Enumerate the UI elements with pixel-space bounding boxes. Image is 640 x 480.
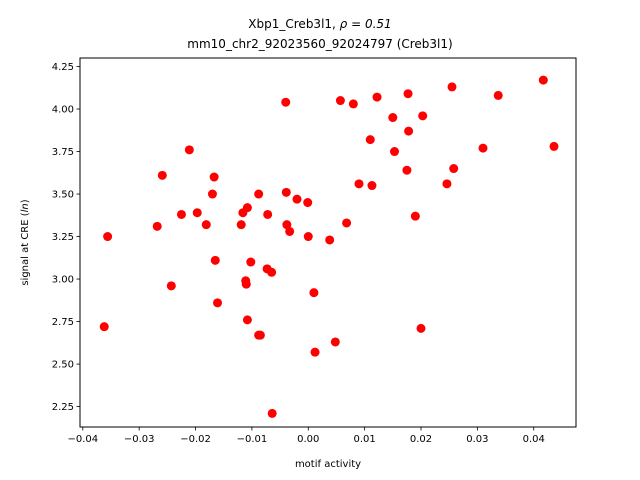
x-tick-label: 0.04	[523, 434, 545, 445]
data-point	[410, 211, 420, 221]
data-point	[447, 82, 457, 92]
x-tick-label: −0.02	[180, 434, 211, 445]
data-point	[335, 96, 345, 106]
data-points	[99, 75, 559, 418]
data-point	[263, 209, 273, 219]
data-point	[210, 255, 220, 265]
x-tick-label: −0.03	[124, 434, 155, 445]
data-point	[303, 232, 313, 242]
x-tick-label: 0.03	[466, 434, 488, 445]
data-point	[549, 141, 559, 151]
data-point	[493, 90, 503, 100]
data-point	[157, 170, 167, 180]
x-tick-label: 0.00	[297, 434, 319, 445]
data-point	[267, 408, 277, 418]
data-point	[282, 220, 292, 230]
data-point	[201, 220, 211, 230]
data-point	[418, 111, 428, 121]
title-rho: ρ = 0.51	[340, 17, 392, 31]
x-tick-label: 0.02	[410, 434, 432, 445]
data-point	[442, 179, 452, 189]
data-point	[281, 187, 291, 197]
data-point	[213, 298, 223, 308]
data-point	[246, 257, 256, 267]
data-point	[354, 179, 364, 189]
x-tick-label: −0.04	[67, 434, 98, 445]
data-point	[390, 147, 400, 157]
data-point	[310, 347, 320, 357]
data-point	[281, 97, 291, 107]
data-point	[449, 164, 459, 174]
data-point	[367, 181, 377, 191]
title-line-1: Xbp1_Creb3l1, ρ = 0.51	[248, 17, 391, 31]
data-point	[255, 330, 265, 340]
y-tick-label: 2.50	[52, 360, 74, 371]
y-tick-label: 4.00	[52, 105, 74, 116]
data-point	[192, 208, 202, 218]
data-point	[241, 279, 251, 289]
data-point	[184, 145, 194, 155]
data-point	[152, 221, 162, 231]
data-point	[99, 322, 109, 332]
y-tick-label: 2.75	[52, 317, 74, 328]
data-point	[285, 226, 295, 236]
data-point	[309, 288, 319, 298]
data-point	[103, 232, 113, 242]
y-tick-label: 2.25	[52, 402, 74, 413]
data-point	[176, 209, 186, 219]
y-axis-ticks: 2.25 2.50 2.75 3.00 3.25 3.50 3.75 4.00 4.25	[52, 62, 80, 413]
data-point	[254, 189, 264, 199]
x-tick-label: −0.01	[237, 434, 268, 445]
y-tick-label: 3.75	[52, 147, 74, 158]
data-point	[348, 99, 358, 109]
data-point	[404, 126, 414, 136]
x-axis-ticks: −0.04 −0.03 −0.02 −0.01 0.00 0.01 0.02 0.03 0.04	[67, 427, 545, 445]
data-point	[166, 281, 176, 291]
data-point	[403, 89, 413, 99]
y-tick-label: 4.25	[52, 62, 74, 73]
data-point	[267, 267, 277, 277]
x-axis-label: motif activity	[295, 459, 361, 470]
data-point	[342, 218, 352, 228]
y-tick-label: 3.25	[52, 232, 74, 243]
data-point	[388, 113, 398, 123]
data-point	[236, 220, 246, 230]
plot-area	[79, 57, 577, 428]
data-point	[303, 198, 313, 208]
title-line-2: mm10_chr2_92023560_92024797 (Creb3l1)	[187, 37, 452, 51]
data-point	[416, 323, 426, 333]
data-point	[365, 135, 375, 145]
data-point	[242, 315, 252, 325]
data-point	[325, 235, 335, 245]
data-point	[402, 165, 412, 175]
y-tick-label: 3.50	[52, 190, 74, 201]
data-point	[242, 203, 252, 213]
chart-title: Xbp1_Creb3l1, ρ = 0.51 mm10_chr2_9202356…	[187, 17, 452, 51]
data-point	[330, 337, 340, 347]
axes-frame	[79, 57, 577, 428]
y-tick-label: 3.00	[52, 275, 74, 286]
data-point	[207, 189, 217, 199]
data-point	[209, 172, 219, 182]
title-gene-pair: Xbp1_Creb3l1,	[248, 17, 339, 31]
y-axis-label: signal at CRE (ln)	[20, 199, 31, 285]
data-point	[292, 194, 302, 204]
x-tick-label: 0.01	[354, 434, 376, 445]
data-point	[478, 143, 488, 153]
data-point	[538, 75, 548, 85]
data-point	[372, 92, 382, 102]
